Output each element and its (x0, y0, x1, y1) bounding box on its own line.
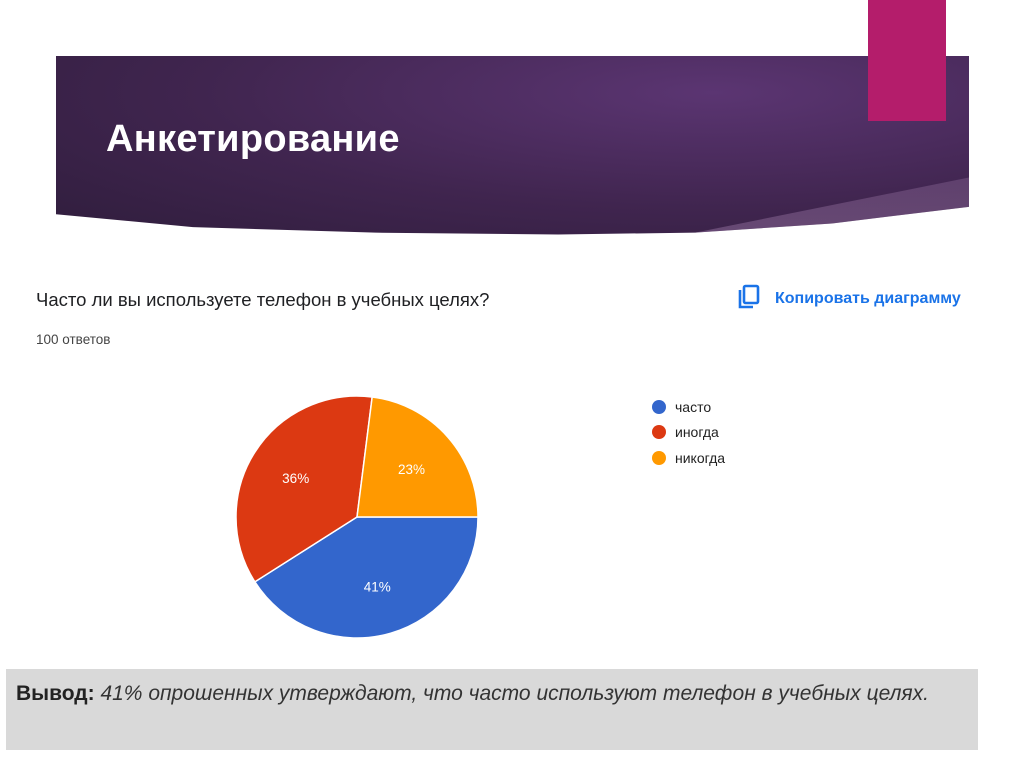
pie-slice-label: 41% (364, 580, 391, 595)
copy-icon (737, 284, 761, 315)
legend-label: никогда (675, 449, 726, 466)
pie-slice-label: 23% (398, 462, 425, 477)
legend-label: иногда (675, 424, 719, 441)
pie-slice (356, 396, 479, 518)
legend-swatch (652, 399, 666, 414)
legend-item: никогда (652, 445, 725, 471)
conclusion-box: Вывод: 41% опрошенных утверждают, что ча… (6, 669, 978, 750)
header-banner (56, 56, 969, 235)
copy-chart-label: Копировать диаграмму (775, 290, 961, 307)
legend-label: часто (675, 398, 712, 415)
copy-chart-button[interactable]: Копировать диаграмму (737, 284, 961, 315)
legend-item: часто (652, 394, 725, 420)
conclusion-text: 41% опрошенных утверждают, что часто исп… (100, 682, 929, 705)
page-title: Анкетирование (106, 118, 400, 160)
chart-legend: часто иногда никогда (652, 394, 725, 471)
accent-box (868, 0, 946, 121)
pie-slice (235, 395, 374, 583)
question-text: Часто ли вы используете телефон в учебны… (36, 289, 490, 310)
pie-slice-label: 36% (282, 471, 309, 486)
pie-chart: 41% 36% 23% (235, 395, 479, 639)
legend-item: иногда (652, 420, 725, 446)
legend-swatch (652, 450, 666, 465)
conclusion-label: Вывод: (16, 682, 95, 705)
responses-count: 100 ответов (36, 332, 111, 347)
legend-swatch (652, 425, 666, 440)
